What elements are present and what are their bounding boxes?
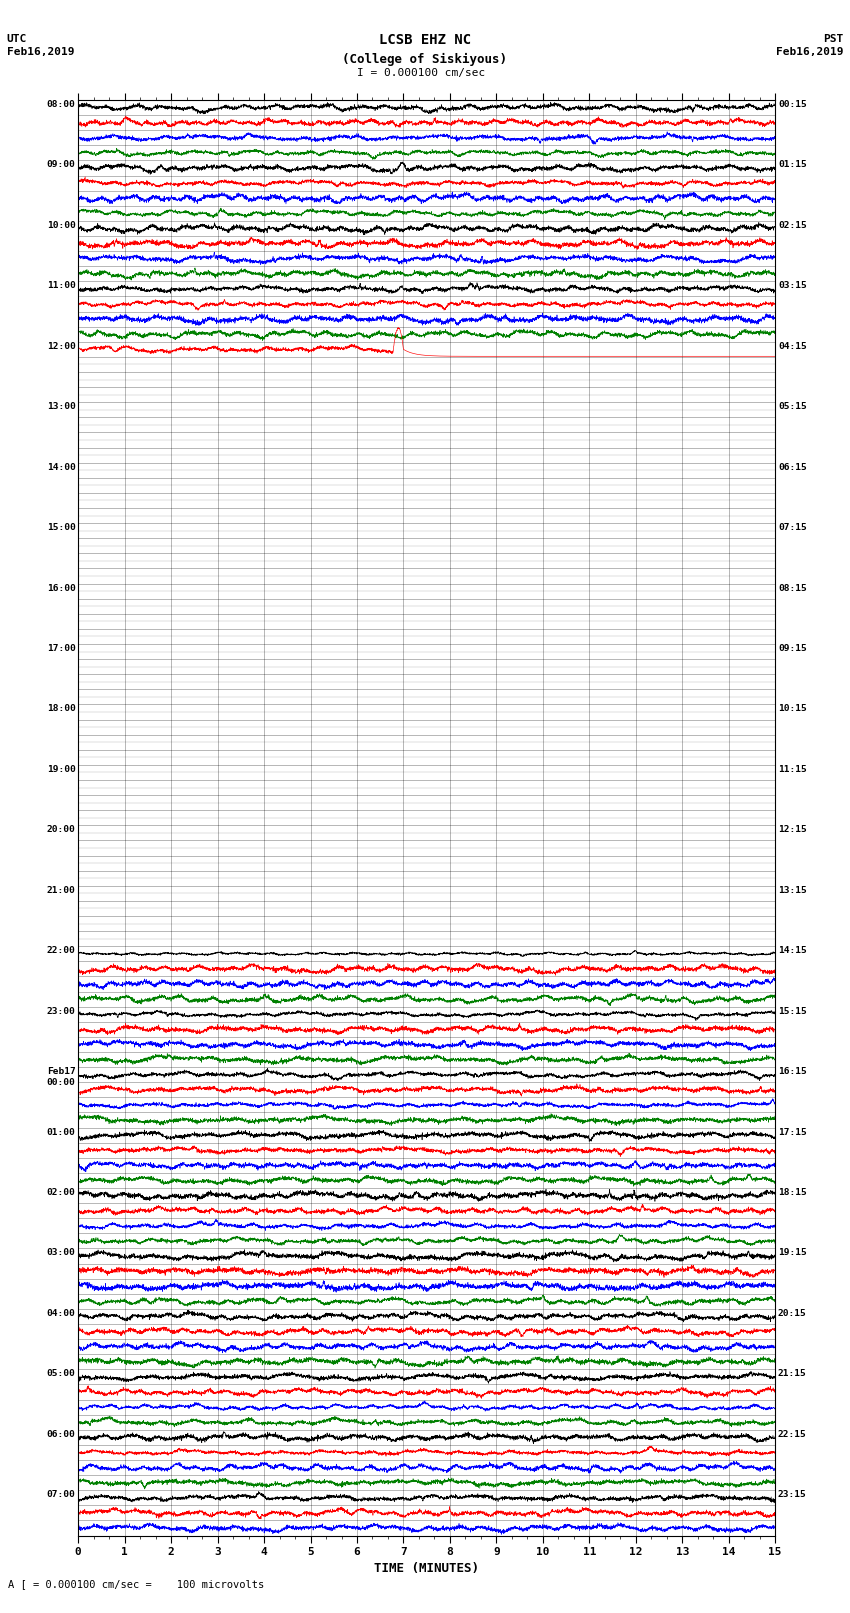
Text: 12:00: 12:00 (47, 342, 76, 350)
Text: (College of Siskiyous): (College of Siskiyous) (343, 52, 507, 66)
Text: 01:00: 01:00 (47, 1127, 76, 1137)
Text: 19:00: 19:00 (47, 765, 76, 774)
Text: Feb16,2019: Feb16,2019 (7, 47, 74, 56)
Text: 05:00: 05:00 (47, 1369, 76, 1379)
Text: 22:15: 22:15 (778, 1429, 807, 1439)
Text: 01:15: 01:15 (778, 160, 807, 169)
Text: 07:00: 07:00 (47, 1490, 76, 1498)
Text: 17:15: 17:15 (778, 1127, 807, 1137)
Text: 07:15: 07:15 (778, 523, 807, 532)
Text: 08:00: 08:00 (47, 100, 76, 110)
Text: 05:15: 05:15 (778, 402, 807, 411)
Text: A [ = 0.000100 cm/sec =    100 microvolts: A [ = 0.000100 cm/sec = 100 microvolts (8, 1579, 264, 1589)
Text: PST: PST (823, 34, 843, 44)
Text: 04:15: 04:15 (778, 342, 807, 350)
Text: 06:00: 06:00 (47, 1429, 76, 1439)
Text: 13:00: 13:00 (47, 402, 76, 411)
Text: 15:15: 15:15 (778, 1007, 807, 1016)
Text: 23:15: 23:15 (778, 1490, 807, 1498)
Text: 23:00: 23:00 (47, 1007, 76, 1016)
Text: 12:15: 12:15 (778, 826, 807, 834)
Text: 15:00: 15:00 (47, 523, 76, 532)
Text: 10:00: 10:00 (47, 221, 76, 231)
Text: Feb16,2019: Feb16,2019 (776, 47, 843, 56)
Text: 20:00: 20:00 (47, 826, 76, 834)
Text: 06:15: 06:15 (778, 463, 807, 471)
Text: 02:15: 02:15 (778, 221, 807, 231)
Text: 21:00: 21:00 (47, 886, 76, 895)
Text: 03:00: 03:00 (47, 1248, 76, 1258)
Text: I = 0.000100 cm/sec: I = 0.000100 cm/sec (357, 68, 484, 77)
Text: 09:15: 09:15 (778, 644, 807, 653)
X-axis label: TIME (MINUTES): TIME (MINUTES) (374, 1561, 479, 1574)
Text: Feb17
00:00: Feb17 00:00 (47, 1068, 76, 1087)
Text: 11:15: 11:15 (778, 765, 807, 774)
Text: 00:15: 00:15 (778, 100, 807, 110)
Text: 13:15: 13:15 (778, 886, 807, 895)
Text: 03:15: 03:15 (778, 281, 807, 290)
Text: 19:15: 19:15 (778, 1248, 807, 1258)
Text: 16:00: 16:00 (47, 584, 76, 592)
Text: 14:15: 14:15 (778, 947, 807, 955)
Text: 20:15: 20:15 (778, 1308, 807, 1318)
Text: 14:00: 14:00 (47, 463, 76, 471)
Text: 16:15: 16:15 (778, 1068, 807, 1076)
Text: 18:00: 18:00 (47, 705, 76, 713)
Text: 17:00: 17:00 (47, 644, 76, 653)
Text: 04:00: 04:00 (47, 1308, 76, 1318)
Text: 22:00: 22:00 (47, 947, 76, 955)
Text: 10:15: 10:15 (778, 705, 807, 713)
Text: UTC: UTC (7, 34, 27, 44)
Text: 21:15: 21:15 (778, 1369, 807, 1379)
Text: LCSB EHZ NC: LCSB EHZ NC (379, 32, 471, 47)
Text: 09:00: 09:00 (47, 160, 76, 169)
Text: 08:15: 08:15 (778, 584, 807, 592)
Text: 02:00: 02:00 (47, 1189, 76, 1197)
Text: 18:15: 18:15 (778, 1189, 807, 1197)
Text: 11:00: 11:00 (47, 281, 76, 290)
